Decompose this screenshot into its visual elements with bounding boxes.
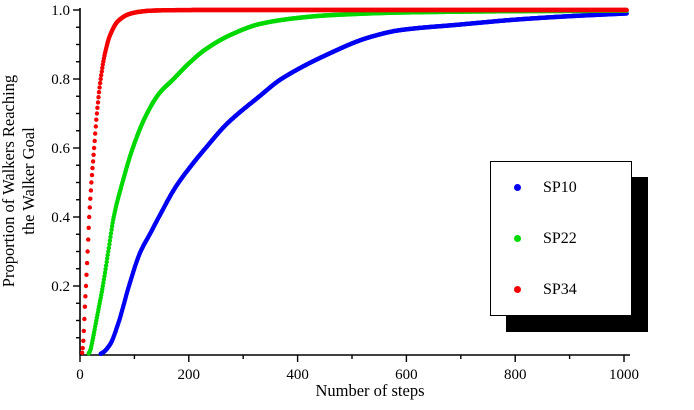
series-sp10 <box>98 11 629 356</box>
x-tick-label: 0 <box>76 367 84 383</box>
legend-item-sp22: SP22 <box>491 230 631 248</box>
legend: SP10 SP22 SP34 <box>490 161 632 316</box>
legend-marker-sp10-icon <box>514 184 521 191</box>
y-tick-label: 0.2 <box>51 279 70 295</box>
x-tick-label: 1000 <box>609 367 639 383</box>
legend-label-sp22: SP22 <box>543 229 577 247</box>
tick-labels: 0 200 400 600 800 1000 0.2 0.4 0.6 0.8 1.0 <box>51 3 639 383</box>
y-axis-label-line2: the Walker Goal <box>19 127 38 235</box>
x-tick-label: 400 <box>286 367 309 383</box>
legend-label-sp34: SP34 <box>543 280 577 298</box>
series-sp34 <box>80 7 629 355</box>
legend-marker-sp34-icon <box>514 286 521 293</box>
y-tick-label: 0.8 <box>51 72 70 88</box>
y-tick-label: 0.4 <box>51 210 70 226</box>
x-tick-label: 600 <box>395 367 418 383</box>
axes <box>79 8 630 356</box>
y-axis-label-line1: Proportion of Walkers Reaching <box>0 75 18 287</box>
y-tick-label: 0.6 <box>51 141 70 157</box>
x-tick-label: 200 <box>178 367 201 383</box>
x-tick-label: 800 <box>504 367 527 383</box>
y-tick-label: 1.0 <box>51 3 70 19</box>
x-axis-label: Number of steps <box>315 381 424 400</box>
legend-item-sp34: SP34 <box>491 281 631 299</box>
axis-ticks <box>73 9 625 362</box>
legend-marker-sp22-icon <box>514 235 521 242</box>
legend-label-sp10: SP10 <box>543 178 577 196</box>
legend-item-sp10: SP10 <box>491 179 631 197</box>
